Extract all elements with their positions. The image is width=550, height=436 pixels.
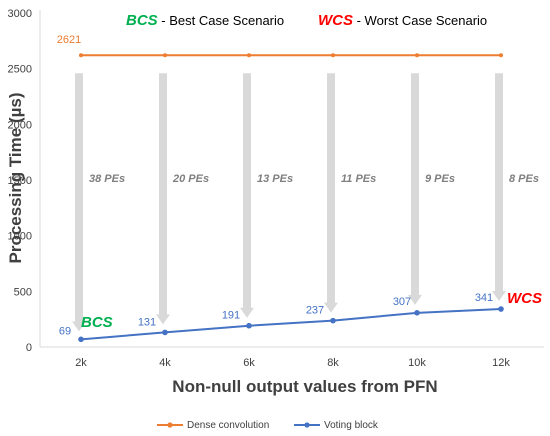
- voting-block-point: [162, 329, 168, 336]
- bcs-description: - Best Case Scenario: [158, 13, 284, 28]
- bcs-point-marker: BCS: [81, 314, 113, 331]
- x-tick-label: 2k: [75, 357, 87, 369]
- pe-count-label: 8 PEs: [509, 173, 539, 185]
- reduction-arrow: [156, 73, 170, 325]
- legend: Dense convolution Voting block: [157, 420, 379, 431]
- reduction-arrow: [324, 73, 338, 313]
- voting-block-data-label: 131: [138, 316, 156, 328]
- dense-convolution-point: [415, 53, 419, 58]
- legend-dense-marker: [167, 422, 173, 428]
- x-tick-label: 8k: [327, 357, 339, 369]
- voting-block-data-label: 341: [475, 292, 493, 304]
- legend-dense-label: Dense convolution: [187, 420, 269, 431]
- pe-count-label: 11 PEs: [341, 173, 376, 185]
- y-tick-label: 1000: [8, 231, 32, 243]
- y-tick-label: 2500: [8, 64, 32, 76]
- reduction-arrow: [408, 73, 422, 305]
- voting-block-point: [330, 317, 336, 324]
- wcs-description: - Worst Case Scenario: [353, 13, 487, 28]
- pe-count-label: 13 PEs: [257, 173, 293, 185]
- dense-convolution-point: [247, 53, 251, 58]
- reduction-arrow: [492, 73, 506, 302]
- y-tick-label: 1500: [8, 175, 32, 187]
- voting-block-point: [498, 306, 504, 312]
- x-tick-label: 6k: [243, 357, 255, 369]
- wcs-scenario-label: WCS - Worst Case Scenario: [318, 12, 487, 29]
- x-axis-title: Non-null output values from PFN: [172, 377, 437, 396]
- voting-block-data-label: 307: [393, 296, 411, 308]
- pe-count-label: 38 PEs: [89, 173, 125, 185]
- voting-block-line: [80, 308, 502, 341]
- y-axis-title: Processing Time (µs): [6, 92, 25, 263]
- pe-count-label: 9 PEs: [425, 173, 455, 185]
- voting-block-point: [246, 322, 252, 329]
- bcs-abbr: BCS: [126, 12, 158, 29]
- x-tick-label: 4k: [159, 357, 171, 369]
- legend-voting-label: Voting block: [324, 420, 379, 431]
- legend-voting-marker: [304, 422, 310, 428]
- y-tick-label: 500: [14, 286, 32, 298]
- wcs-point-marker: WCS: [507, 290, 542, 307]
- voting-block-data-label: 237: [306, 305, 324, 317]
- voting-block-data-label: 69: [59, 325, 71, 337]
- dense-convolution-point: [163, 53, 167, 58]
- y-tick-label: 0: [26, 342, 32, 354]
- reduction-arrow: [240, 73, 254, 318]
- y-tick-label: 3000: [8, 8, 32, 20]
- pe-count-label: 20 PEs: [172, 173, 209, 185]
- x-tick-label: 10k: [408, 357, 426, 369]
- dense-convolution-point: [79, 53, 83, 58]
- y-tick-label: 2000: [8, 119, 32, 131]
- voting-block-data-label: 191: [222, 310, 240, 322]
- voting-block-point: [78, 336, 84, 343]
- bcs-scenario-label: BCS - Best Case Scenario: [126, 12, 284, 29]
- dense-convolution-data-label: 2621: [57, 34, 81, 46]
- x-tick-label: 12k: [492, 357, 510, 369]
- voting-block-point: [414, 310, 420, 316]
- dense-convolution-point: [499, 53, 503, 58]
- wcs-abbr: WCS: [318, 12, 353, 29]
- dense-convolution-point: [331, 53, 335, 58]
- reduction-arrow: [72, 73, 86, 332]
